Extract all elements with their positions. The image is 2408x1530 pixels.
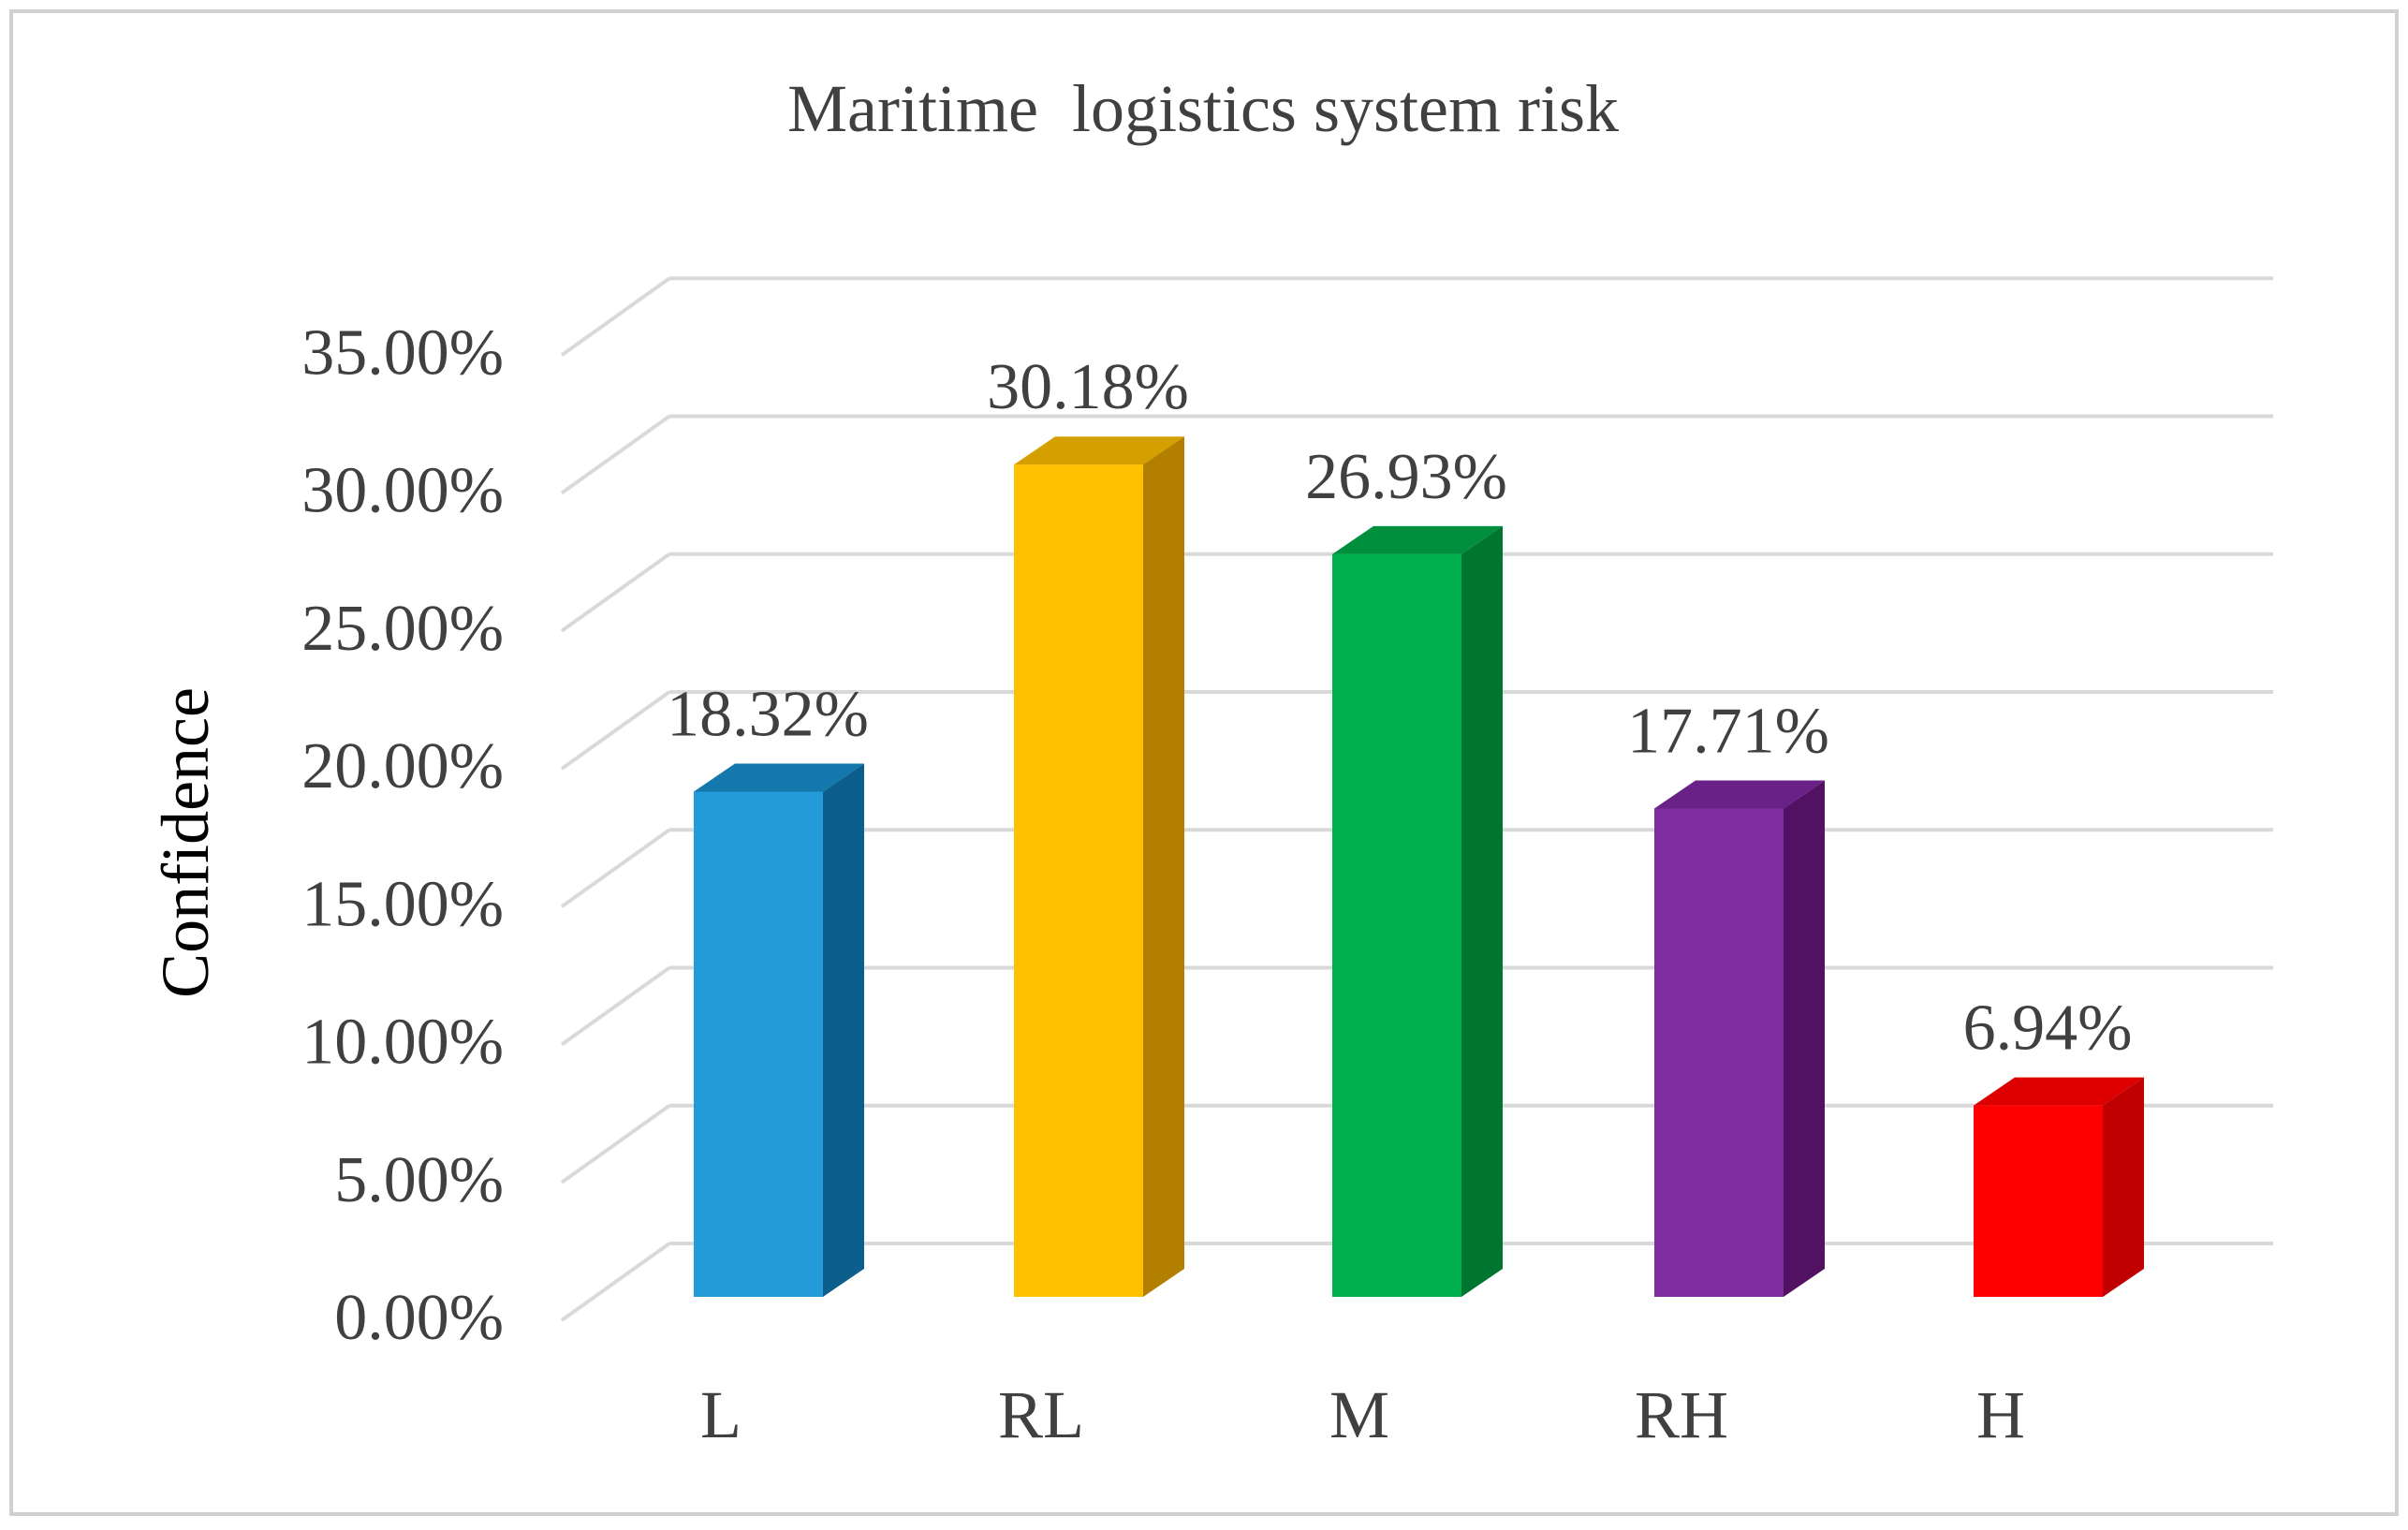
data-labels: 18.32% 30.18% 26.93% 17.71% 6.94%: [667, 351, 2132, 1064]
x-tick-label: M: [1329, 1377, 1389, 1452]
x-tick-label: L: [700, 1377, 741, 1452]
y-tick-label: 30.00%: [301, 455, 504, 527]
y-tick-label: 5.00%: [334, 1144, 504, 1216]
gridline-diagonal: [560, 828, 671, 908]
bar: [1332, 525, 1503, 1297]
y-axis-label: Confidence: [148, 687, 223, 998]
gridline-diagonal: [560, 690, 671, 771]
x-tick-label: RL: [998, 1377, 1084, 1452]
gridline-diagonal: [560, 1104, 671, 1184]
gridline-diagonal: [560, 552, 671, 633]
bar-front-face: [1332, 553, 1461, 1297]
bar-front-face: [1014, 464, 1143, 1298]
bar-side-face: [1143, 436, 1184, 1298]
y-tick-label: 0.00%: [334, 1282, 504, 1354]
bar-top-face: [1014, 436, 1184, 465]
gridline-diagonal: [560, 965, 671, 1047]
bar: [1974, 1077, 2144, 1297]
y-tick-label: 25.00%: [301, 593, 504, 665]
x-tick-label: RH: [1635, 1377, 1728, 1452]
bars: [694, 436, 2144, 1298]
bar-front-face: [1654, 808, 1784, 1297]
bar-side-face: [1784, 780, 1825, 1297]
y-tick-label: 20.00%: [301, 730, 504, 802]
x-axis-tick-labels: L RL M RH H: [700, 1377, 2025, 1452]
bar-side-face: [1461, 525, 1503, 1297]
gridline-diagonal: [560, 276, 671, 357]
y-tick-label: 35.00%: [301, 316, 504, 389]
y-tick-label: 10.00%: [301, 1007, 504, 1079]
bar-top-face: [1974, 1077, 2144, 1106]
gridline-diagonal: [560, 414, 671, 495]
bar-side-face: [2103, 1077, 2144, 1297]
bar: [1014, 436, 1184, 1298]
bar-front-face: [1974, 1105, 2103, 1297]
x-tick-label: H: [1976, 1377, 2025, 1452]
gridline-diagonal: [560, 1242, 671, 1322]
y-axis-tick-labels: 0.00% 5.00% 10.00% 15.00% 20.00% 25.00% 30.00%…: [301, 316, 504, 1354]
data-label: 6.94%: [1963, 993, 2133, 1065]
bar: [694, 763, 864, 1297]
y-tick-label: 15.00%: [301, 868, 504, 940]
data-label: 18.32%: [667, 678, 869, 750]
data-label: 26.93%: [1305, 441, 1507, 513]
data-label: 30.18%: [987, 351, 1189, 423]
bar-top-face: [1654, 780, 1825, 809]
bar-side-face: [823, 763, 864, 1297]
chart-title: Maritime logistics system risk: [787, 71, 1619, 146]
data-label: 17.71%: [1627, 695, 1829, 767]
bar: [1654, 780, 1825, 1297]
bar-top-face: [694, 763, 864, 792]
bar-top-face: [1332, 525, 1503, 554]
bar-front-face: [694, 791, 823, 1297]
